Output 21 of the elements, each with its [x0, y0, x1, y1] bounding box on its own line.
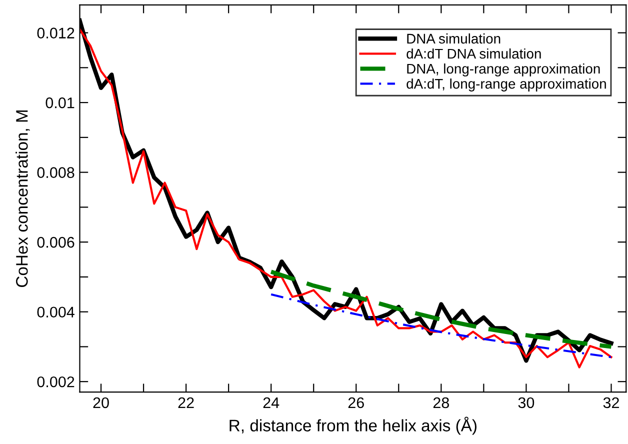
y-tick-label: 0.008	[37, 167, 74, 178]
x-tick-label: 30	[518, 397, 534, 408]
legend-label: dA:dT DNA simulation	[406, 48, 541, 59]
x-tick-label: 26	[348, 397, 364, 408]
y-tick-label: 0.012	[37, 28, 74, 38]
x-axis-title: R, distance from the helix axis (Å)	[230, 416, 476, 435]
x-tick-label: 20	[93, 397, 109, 408]
y-axis-title: CoHex concentration, M	[16, 110, 30, 288]
x-tick-label: 24	[263, 397, 280, 408]
line-series	[270, 293, 612, 358]
x-tick-label: 22	[178, 397, 194, 408]
legend-label: DNA simulation	[407, 33, 500, 44]
y-tick-label: 0.01	[46, 97, 74, 108]
legend-label: dA:dT, long-range approximation	[406, 78, 606, 92]
x-tick-label: 32	[603, 397, 619, 408]
legend-label: DNA, long-range approximation	[407, 63, 600, 76]
y-tick-label: 0.006	[37, 236, 74, 248]
line-series	[269, 270, 614, 349]
x-tick-label: 28	[433, 397, 449, 408]
y-tick-label: 0.004	[37, 306, 74, 318]
y-tick-label: 0.002	[37, 376, 74, 388]
